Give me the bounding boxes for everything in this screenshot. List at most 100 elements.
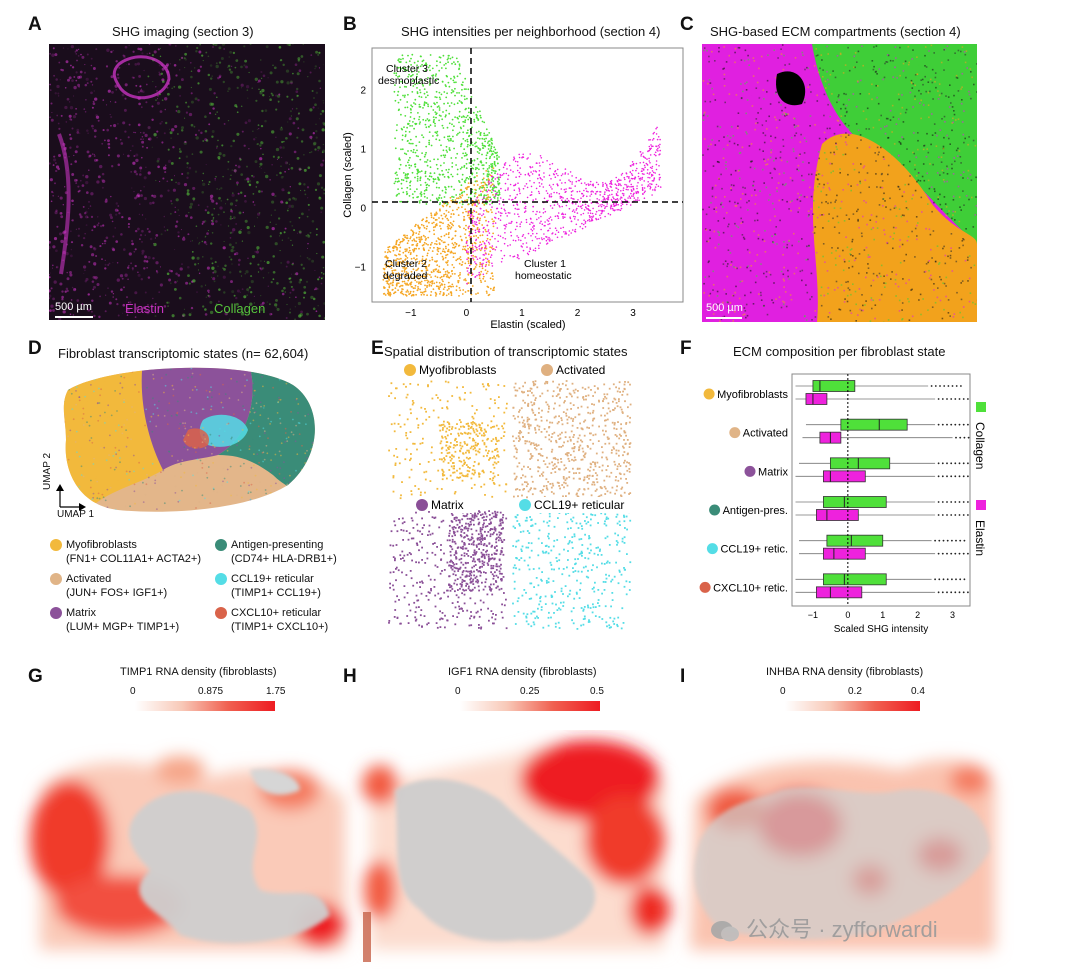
ecm-speckle bbox=[884, 200, 886, 202]
shg-speckle bbox=[53, 155, 56, 158]
point-cluster1 bbox=[539, 185, 541, 187]
shg-speckle bbox=[246, 226, 250, 230]
ecm-speckle bbox=[734, 310, 736, 313]
point-cluster1 bbox=[649, 186, 652, 189]
point-cluster2 bbox=[420, 293, 423, 296]
point-cluster2 bbox=[463, 219, 465, 222]
point-cluster2 bbox=[434, 275, 437, 278]
shg-speckle bbox=[279, 58, 283, 62]
point-cluster3 bbox=[487, 144, 490, 147]
shg-speckle bbox=[186, 45, 189, 48]
point-cluster2 bbox=[388, 245, 391, 248]
ecm-speckle bbox=[880, 293, 883, 296]
ecm-speckle bbox=[954, 219, 956, 221]
ecm-speckle bbox=[914, 164, 916, 166]
shg-speckle bbox=[272, 278, 275, 281]
point-cluster1 bbox=[475, 246, 478, 249]
point-cluster2 bbox=[388, 279, 391, 281]
ecm-speckle bbox=[772, 202, 774, 205]
point-cluster3 bbox=[445, 169, 448, 171]
point-cluster2 bbox=[446, 225, 449, 228]
point-cluster2 bbox=[405, 291, 408, 293]
point-cluster2 bbox=[459, 256, 462, 258]
ecm-speckle bbox=[842, 72, 845, 74]
shg-speckle bbox=[269, 178, 271, 181]
ecm-speckle bbox=[748, 64, 750, 66]
ecm-speckle bbox=[744, 132, 746, 135]
point-cluster1 bbox=[573, 218, 576, 220]
ecm-speckle bbox=[944, 279, 946, 281]
ecm-speckle bbox=[857, 81, 859, 83]
ecm-speckle bbox=[884, 132, 887, 135]
shg-speckle bbox=[86, 82, 89, 85]
ecm-speckle bbox=[858, 253, 861, 255]
shg-speckle bbox=[308, 257, 311, 261]
ecm-speckle bbox=[769, 219, 772, 222]
point-cluster1 bbox=[602, 182, 604, 184]
shg-speckle bbox=[164, 164, 167, 167]
point-cluster1 bbox=[645, 162, 648, 165]
point-cluster2 bbox=[472, 254, 474, 257]
shg-speckle bbox=[59, 79, 61, 81]
shg-speckle bbox=[226, 313, 228, 315]
shg-speckle bbox=[67, 48, 69, 50]
point-cluster3 bbox=[474, 145, 477, 148]
shg-speckle bbox=[172, 188, 176, 192]
ecm-speckle bbox=[853, 66, 855, 68]
shg-speckle bbox=[295, 117, 299, 121]
point-cluster3 bbox=[424, 79, 427, 82]
point-cluster1 bbox=[638, 199, 640, 202]
point-cluster2 bbox=[475, 293, 477, 295]
shg-speckle bbox=[122, 303, 126, 307]
point-cluster2 bbox=[471, 204, 474, 207]
point-cluster1 bbox=[529, 166, 532, 169]
shg-speckle bbox=[52, 192, 54, 194]
ecm-speckle bbox=[821, 174, 824, 177]
point-cluster2 bbox=[478, 265, 481, 268]
point-cluster1 bbox=[613, 209, 616, 212]
shg-speckle bbox=[307, 166, 311, 169]
point-cluster1 bbox=[495, 212, 497, 215]
shg-speckle bbox=[291, 108, 294, 110]
point-cluster1 bbox=[576, 212, 579, 214]
point-cluster1 bbox=[599, 191, 602, 193]
shg-speckle bbox=[303, 296, 305, 299]
point-cluster2 bbox=[478, 201, 480, 204]
point-cluster2 bbox=[471, 215, 473, 217]
point-cluster2 bbox=[401, 280, 404, 283]
point-cluster1 bbox=[633, 197, 636, 199]
point-cluster2 bbox=[396, 282, 399, 285]
shg-speckle bbox=[216, 111, 218, 113]
point-cluster1 bbox=[590, 218, 593, 220]
shg-speckle bbox=[87, 293, 91, 296]
point-cluster2 bbox=[452, 213, 455, 216]
shg-speckle bbox=[277, 217, 281, 220]
shg-speckle bbox=[101, 242, 104, 245]
shg-speckle bbox=[256, 249, 259, 251]
ecm-speckle bbox=[829, 256, 832, 258]
ecm-speckle bbox=[931, 210, 933, 213]
shg-speckle bbox=[99, 245, 102, 248]
shg-speckle bbox=[75, 79, 78, 82]
point-cluster2 bbox=[442, 268, 445, 271]
shg-speckle bbox=[241, 240, 244, 242]
point-cluster3 bbox=[421, 134, 423, 136]
point-cluster3 bbox=[435, 113, 437, 116]
shg-speckle bbox=[228, 56, 231, 58]
point-cluster3 bbox=[447, 102, 449, 105]
shg-speckle bbox=[255, 137, 257, 139]
point-cluster2 bbox=[386, 282, 389, 285]
point-cluster3 bbox=[401, 138, 404, 141]
shg-speckle bbox=[299, 313, 303, 317]
shg-speckle bbox=[170, 178, 173, 181]
point-cluster3 bbox=[496, 154, 499, 157]
shg-speckle bbox=[177, 181, 181, 186]
shg-speckle bbox=[229, 231, 232, 234]
shg-speckle bbox=[193, 125, 196, 128]
shg-speckle bbox=[135, 172, 139, 176]
point-cluster1 bbox=[475, 262, 477, 265]
point-cluster3 bbox=[423, 88, 426, 90]
ecm-speckle bbox=[754, 260, 757, 262]
point-cluster2 bbox=[490, 184, 493, 187]
point-cluster2 bbox=[489, 246, 491, 249]
